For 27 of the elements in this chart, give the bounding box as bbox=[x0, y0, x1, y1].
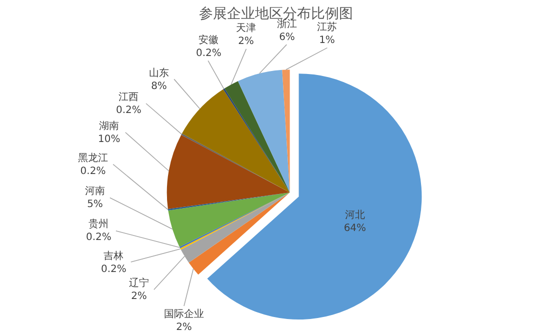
data-label: 2% bbox=[238, 36, 254, 47]
data-label: 8% bbox=[151, 81, 167, 92]
data-label: 2% bbox=[176, 322, 192, 332]
data-label: 1% bbox=[319, 35, 335, 46]
slice-label: 山东 bbox=[149, 67, 169, 79]
slice-label: 江苏 bbox=[317, 21, 337, 33]
data-label: 0.2% bbox=[80, 166, 106, 177]
data-label: 2% bbox=[131, 291, 147, 302]
data-label: 10% bbox=[98, 134, 120, 145]
slice-label: 江西 bbox=[118, 91, 139, 103]
slice-label: 湖南 bbox=[99, 120, 120, 132]
slice-label: 黑龙江 bbox=[78, 152, 108, 164]
data-label: 0.2% bbox=[196, 48, 222, 59]
slice-label: 河北 bbox=[344, 209, 365, 222]
slice-label: 吉林 bbox=[104, 250, 124, 262]
data-label: 6% bbox=[279, 32, 295, 43]
slice-label: 辽宁 bbox=[129, 277, 149, 289]
slice-label: 河南 bbox=[85, 185, 105, 197]
slice-label: 国际企业 bbox=[164, 308, 204, 320]
slice-label: 贵州 bbox=[88, 218, 109, 230]
data-label: 5% bbox=[87, 199, 103, 210]
data-label: 0.2% bbox=[101, 264, 126, 275]
data-label: 0.2% bbox=[116, 105, 142, 116]
slice-label: 天津 bbox=[236, 22, 256, 34]
data-label: 0.2% bbox=[86, 232, 112, 243]
data-label: 64% bbox=[344, 223, 366, 234]
slice-label: 安徽 bbox=[198, 34, 219, 46]
